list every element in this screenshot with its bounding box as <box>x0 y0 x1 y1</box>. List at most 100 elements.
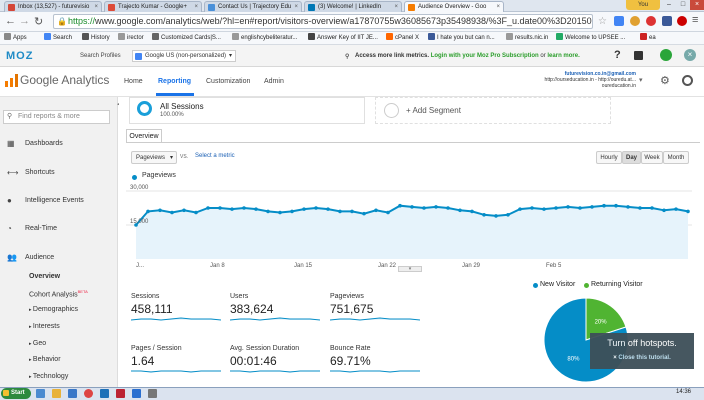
data-point[interactable] <box>362 211 366 216</box>
tab-linkedin[interactable]: (3) Welcome! | LinkedIn × <box>304 1 402 12</box>
range-month[interactable]: Month <box>663 151 689 164</box>
nav-reporting[interactable]: Reporting <box>158 78 192 85</box>
account-icon[interactable] <box>682 75 693 86</box>
data-point[interactable] <box>650 206 654 210</box>
taskbar-app-icon[interactable] <box>100 389 109 398</box>
data-point[interactable] <box>134 223 138 227</box>
segment-all-sessions[interactable]: All Sessions 100.00% <box>129 97 365 124</box>
data-point[interactable] <box>494 214 498 218</box>
maximize-icon[interactable]: □ <box>680 1 686 8</box>
sidebar-item-audience[interactable]: 👥 Audience <box>7 253 55 262</box>
data-point[interactable] <box>290 209 294 214</box>
data-point[interactable] <box>242 206 246 210</box>
range-week[interactable]: Week <box>641 151 663 164</box>
data-point[interactable] <box>350 209 354 214</box>
data-point[interactable] <box>314 206 318 210</box>
data-point[interactable] <box>458 208 462 213</box>
taskbar-app-icon[interactable] <box>132 389 141 398</box>
sidebar-sub-overview[interactable]: Overview <box>29 273 61 280</box>
data-point[interactable] <box>434 205 438 209</box>
data-point[interactable] <box>254 207 258 211</box>
range-hourly[interactable]: Hourly <box>596 151 622 164</box>
settings-icon[interactable] <box>634 51 643 60</box>
data-point[interactable] <box>218 206 222 210</box>
taskbar-app-icon[interactable] <box>36 389 45 398</box>
bookmark-results[interactable]: results.nic.in <box>506 32 548 45</box>
extension-icon[interactable] <box>677 16 687 26</box>
data-point[interactable] <box>158 208 162 213</box>
data-point[interactable] <box>446 206 450 210</box>
add-segment-button[interactable]: + Add Segment <box>375 97 611 124</box>
bookmark-apps[interactable]: Apps <box>4 32 27 45</box>
metric-select[interactable]: Pageviews ▾ <box>131 151 177 164</box>
data-point[interactable] <box>266 209 270 214</box>
taskbar-app-icon[interactable] <box>52 389 61 398</box>
tab-contact[interactable]: Contact Us | Trajectory Edu × <box>204 1 302 12</box>
star-icon[interactable]: ☆ <box>598 16 607 27</box>
data-point[interactable] <box>398 203 402 208</box>
find-reports-input[interactable]: ⚲ Find reports & more <box>3 110 110 124</box>
range-day[interactable]: Day <box>622 151 641 164</box>
moz-status-icon[interactable] <box>660 49 672 61</box>
data-point[interactable] <box>674 207 678 211</box>
chart-resize-handle[interactable]: ▾ <box>398 266 422 272</box>
data-point[interactable] <box>614 203 618 208</box>
data-point[interactable] <box>686 209 690 214</box>
data-point[interactable] <box>566 205 570 209</box>
data-point[interactable] <box>554 206 558 210</box>
close-icon[interactable]: × <box>496 4 500 10</box>
url-input[interactable]: 🔒 https://www.google.com/analytics/web/?h… <box>53 14 593 29</box>
tab-overview[interactable]: Overview <box>126 129 162 143</box>
pinterest-icon[interactable] <box>646 16 656 26</box>
data-point[interactable] <box>482 213 486 217</box>
chevron-down-icon[interactable]: ▾ <box>639 77 643 84</box>
pie-slice-returning[interactable] <box>585 297 627 341</box>
minimize-icon[interactable]: – <box>667 1 671 8</box>
data-point[interactable] <box>602 203 606 208</box>
bookmark-history[interactable]: History <box>82 32 110 45</box>
data-point[interactable] <box>518 207 522 211</box>
bookmark-upsee[interactable]: Welcome to UPSEE ... <box>556 32 625 45</box>
data-point[interactable] <box>326 207 330 211</box>
data-point[interactable] <box>230 207 234 211</box>
data-point[interactable] <box>146 209 150 214</box>
data-point[interactable] <box>626 205 630 209</box>
data-point[interactable] <box>638 206 642 210</box>
sidebar-sub-technology[interactable]: ▸ Technology <box>29 373 69 380</box>
data-point[interactable] <box>410 205 414 209</box>
close-icon[interactable]: × <box>394 4 398 10</box>
sidebar-sub-behavior[interactable]: ▸ Behavior <box>29 356 61 363</box>
close-icon[interactable]: × <box>684 49 696 61</box>
data-point[interactable] <box>338 209 342 214</box>
data-point[interactable] <box>506 213 510 217</box>
data-point[interactable] <box>170 210 174 215</box>
select-metric-link[interactable]: Select a metric <box>195 153 235 159</box>
close-icon[interactable]: × <box>94 4 98 10</box>
bookmark-cpanel[interactable]: cPanel X <box>386 32 419 45</box>
data-point[interactable] <box>422 206 426 210</box>
back-icon[interactable]: ← <box>5 15 16 27</box>
data-point[interactable] <box>530 206 534 210</box>
close-window-icon[interactable]: × <box>690 0 704 10</box>
sidebar-sub-cohort[interactable]: Cohort AnalysisBETA <box>29 289 88 299</box>
data-point[interactable] <box>194 210 198 215</box>
tab-inbox[interactable]: Inbox (13,527) - futurevisio × <box>4 1 102 12</box>
data-point[interactable] <box>278 210 282 215</box>
reload-icon[interactable]: ↻ <box>34 16 44 28</box>
data-point[interactable] <box>662 208 666 213</box>
bookmark-ihate[interactable]: I hate you but can n... <box>428 32 495 45</box>
extension-icon[interactable] <box>630 16 640 26</box>
data-point[interactable] <box>578 206 582 210</box>
start-button[interactable]: Start <box>1 388 31 399</box>
data-point[interactable] <box>386 210 390 215</box>
taskbar-app-icon[interactable] <box>148 389 157 398</box>
sidebar-item-realtime[interactable]: ◔ Real-Time <box>7 224 58 233</box>
sidebar-sub-interests[interactable]: ▸ Interests <box>29 323 60 330</box>
sidebar-item-shortcuts[interactable]: ⟷ Shortcuts <box>7 168 55 177</box>
gear-icon[interactable]: ⚙ <box>660 75 670 87</box>
data-point[interactable] <box>206 206 210 210</box>
account-info[interactable]: futurevision.co.in@gmail.com http://ourse… <box>544 71 636 89</box>
close-icon[interactable]: × <box>194 4 198 10</box>
nav-admin[interactable]: Admin <box>264 78 284 85</box>
sidebar-sub-geo[interactable]: ▸ Geo <box>29 340 47 347</box>
